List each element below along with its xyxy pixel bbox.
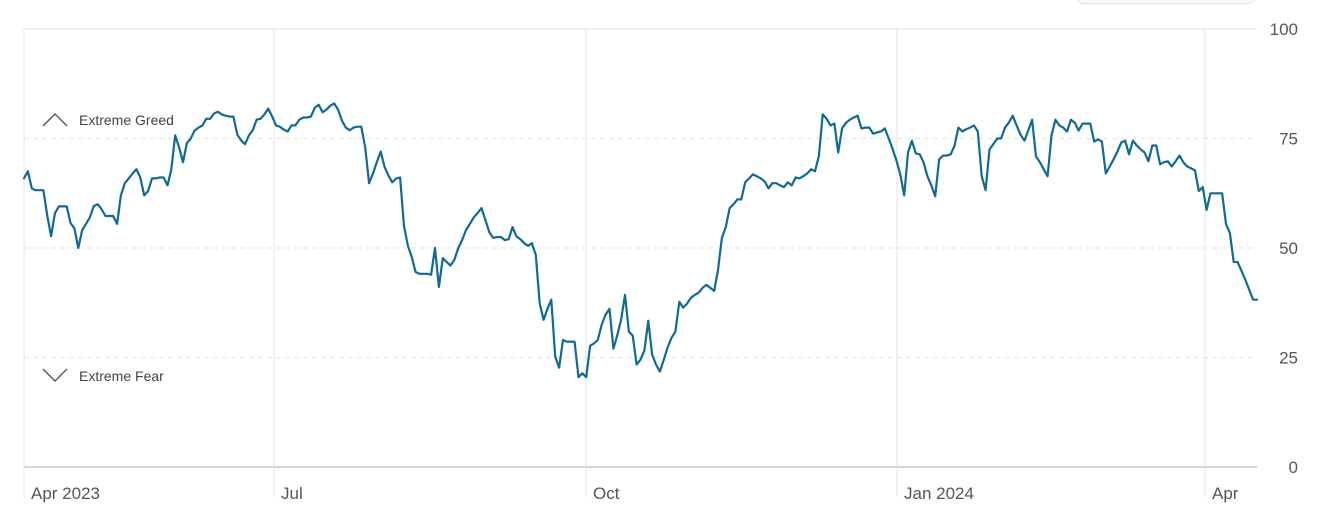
series-layer bbox=[22, 102, 1259, 379]
x-tick-label: Apr 2023 bbox=[31, 484, 100, 503]
x-tick-label: Jul bbox=[281, 484, 303, 503]
y-tick-label: 75 bbox=[1279, 130, 1298, 149]
x-tick-label: Oct bbox=[593, 484, 620, 503]
extreme-fear-label: Extreme Fear bbox=[79, 368, 164, 384]
extreme-greed-label: Extreme Greed bbox=[79, 112, 174, 128]
series-line bbox=[22, 102, 1259, 379]
y-tick-label: 50 bbox=[1279, 239, 1298, 258]
x-tick-label: Apr bbox=[1212, 484, 1239, 503]
y-tick-label: 100 bbox=[1270, 20, 1298, 39]
y-tick-label: 0 bbox=[1289, 458, 1298, 477]
annotation-layer: Extreme Greed Extreme Fear bbox=[42, 112, 174, 384]
grid-layer bbox=[23, 28, 1257, 497]
axis-layer: 0 25 50 75 100 Apr 2023 Jul Oct Jan 2024 Apr bbox=[31, 20, 1298, 503]
y-tick-label: 25 bbox=[1279, 349, 1298, 368]
chevron-up-icon bbox=[42, 113, 68, 127]
x-tick-label: Jan 2024 bbox=[904, 484, 974, 503]
chevron-down-icon bbox=[42, 368, 68, 382]
